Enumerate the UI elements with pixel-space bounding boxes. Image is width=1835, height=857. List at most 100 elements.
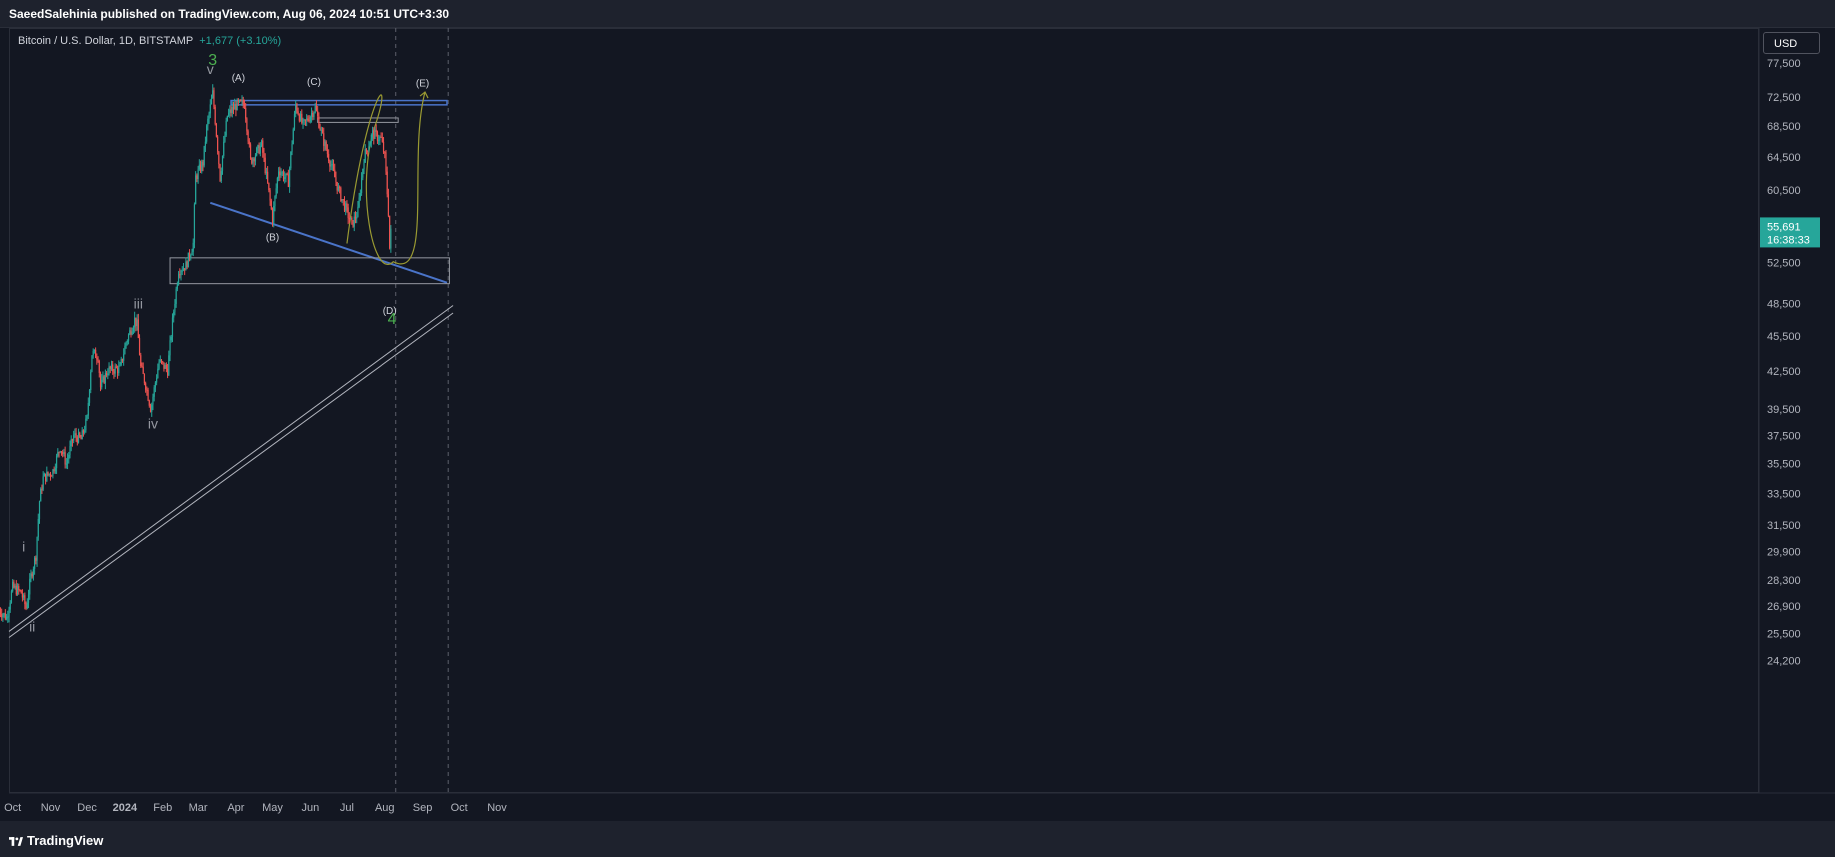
candle-body (19, 590, 21, 592)
time-tick-label: Dec (77, 802, 97, 814)
price-tick-label: 39,500 (1767, 404, 1801, 416)
price-tick-label: 37,500 (1767, 430, 1801, 442)
candle-body (75, 433, 77, 438)
candle-body (240, 99, 242, 101)
candle-body (37, 518, 39, 538)
candle-body (267, 171, 269, 183)
wave-label: (A) (232, 73, 245, 84)
candle-body (109, 366, 111, 369)
candle-body (268, 182, 270, 191)
candle-body (340, 187, 342, 201)
tradingview-brand[interactable]: TradingView (9, 833, 103, 848)
candle-body (120, 358, 122, 365)
candle-body (101, 379, 103, 388)
price-axis: 77,50072,50068,50064,50060,50056,50052,5… (1758, 28, 1801, 793)
price-tick-label: 48,500 (1767, 298, 1801, 310)
candle-body (235, 104, 237, 111)
candle-body (204, 141, 207, 146)
candle-body (286, 173, 288, 175)
candle-body (192, 242, 194, 252)
candle-body (328, 153, 330, 162)
candle-body (217, 136, 219, 152)
candle-body (35, 557, 37, 561)
candle-body (180, 271, 182, 275)
candle-body (167, 368, 169, 376)
candle-body (84, 430, 86, 433)
candle-body (236, 99, 238, 111)
candle-body (307, 118, 309, 121)
candle-body (191, 251, 193, 256)
candle-body (310, 113, 313, 117)
candle-body (127, 334, 130, 341)
candle-body (247, 131, 249, 142)
currency-button[interactable]: USD (1763, 32, 1820, 54)
candle-body (271, 209, 274, 223)
candle-body (207, 118, 209, 126)
candle-body (147, 389, 149, 401)
candle-body (285, 173, 287, 178)
publisher-text: SaeedSalehinia published on TradingView.… (9, 7, 450, 21)
candle-body (315, 105, 318, 111)
candle-body (299, 113, 302, 121)
candle-body (36, 537, 38, 561)
chart-area[interactable] (9, 28, 1759, 793)
candle-body (43, 473, 45, 477)
candle-body (281, 172, 283, 174)
candle-body (165, 365, 167, 369)
candle-body (73, 434, 75, 441)
candle-body (341, 199, 343, 201)
candle-body (291, 144, 293, 152)
candle-body (206, 125, 208, 142)
candle-body (25, 604, 27, 609)
candle-body (219, 164, 221, 181)
candle-body (5, 616, 8, 620)
candle-body (318, 116, 320, 128)
time-tick-label: 2024 (113, 802, 138, 814)
candle-body (229, 109, 231, 113)
time-tick-label: May (262, 802, 283, 814)
candle-body (103, 376, 105, 384)
candle-body (130, 330, 132, 335)
candle-body (365, 149, 368, 151)
candle-body (275, 188, 277, 197)
candle-body (47, 471, 49, 475)
candle-body (48, 473, 50, 475)
candle-body (115, 366, 117, 368)
candle-body (154, 382, 156, 388)
candle-body (153, 387, 155, 397)
candle-body (282, 172, 285, 179)
candle-body (42, 476, 44, 490)
candle-body (14, 585, 16, 588)
candle-body (330, 165, 332, 167)
candle-body (93, 349, 95, 352)
candle-body (202, 161, 204, 166)
price-tick-label: 42,500 (1767, 366, 1801, 378)
candle-body (174, 303, 176, 312)
candle-body (8, 609, 10, 617)
candle-body (146, 389, 148, 391)
candle-body (329, 161, 331, 167)
candle-body (136, 319, 138, 327)
candle-body (175, 288, 177, 304)
candle-body (201, 161, 203, 172)
candle-body (148, 400, 150, 406)
candle-body (212, 90, 214, 99)
candle-body (92, 351, 94, 356)
candle-body (249, 144, 252, 159)
candle-body (38, 501, 41, 519)
projected-arrowhead (419, 91, 429, 99)
candle-body (142, 366, 144, 374)
candle-body (199, 164, 202, 172)
candle-body (26, 602, 28, 609)
tradingview-logo-icon (9, 837, 23, 846)
candle-body (385, 152, 387, 172)
candle-body (34, 557, 36, 569)
candle-body (232, 107, 235, 110)
candle-body (190, 255, 192, 258)
time-axis: Oct Nov Dec 2024 Feb Mar Apr May Jun Jul Aug Sep Oct… (4, 792, 1835, 814)
candle-body (182, 268, 185, 271)
candle-body (302, 120, 304, 123)
candle-body (320, 129, 322, 131)
candle-body (259, 146, 261, 154)
